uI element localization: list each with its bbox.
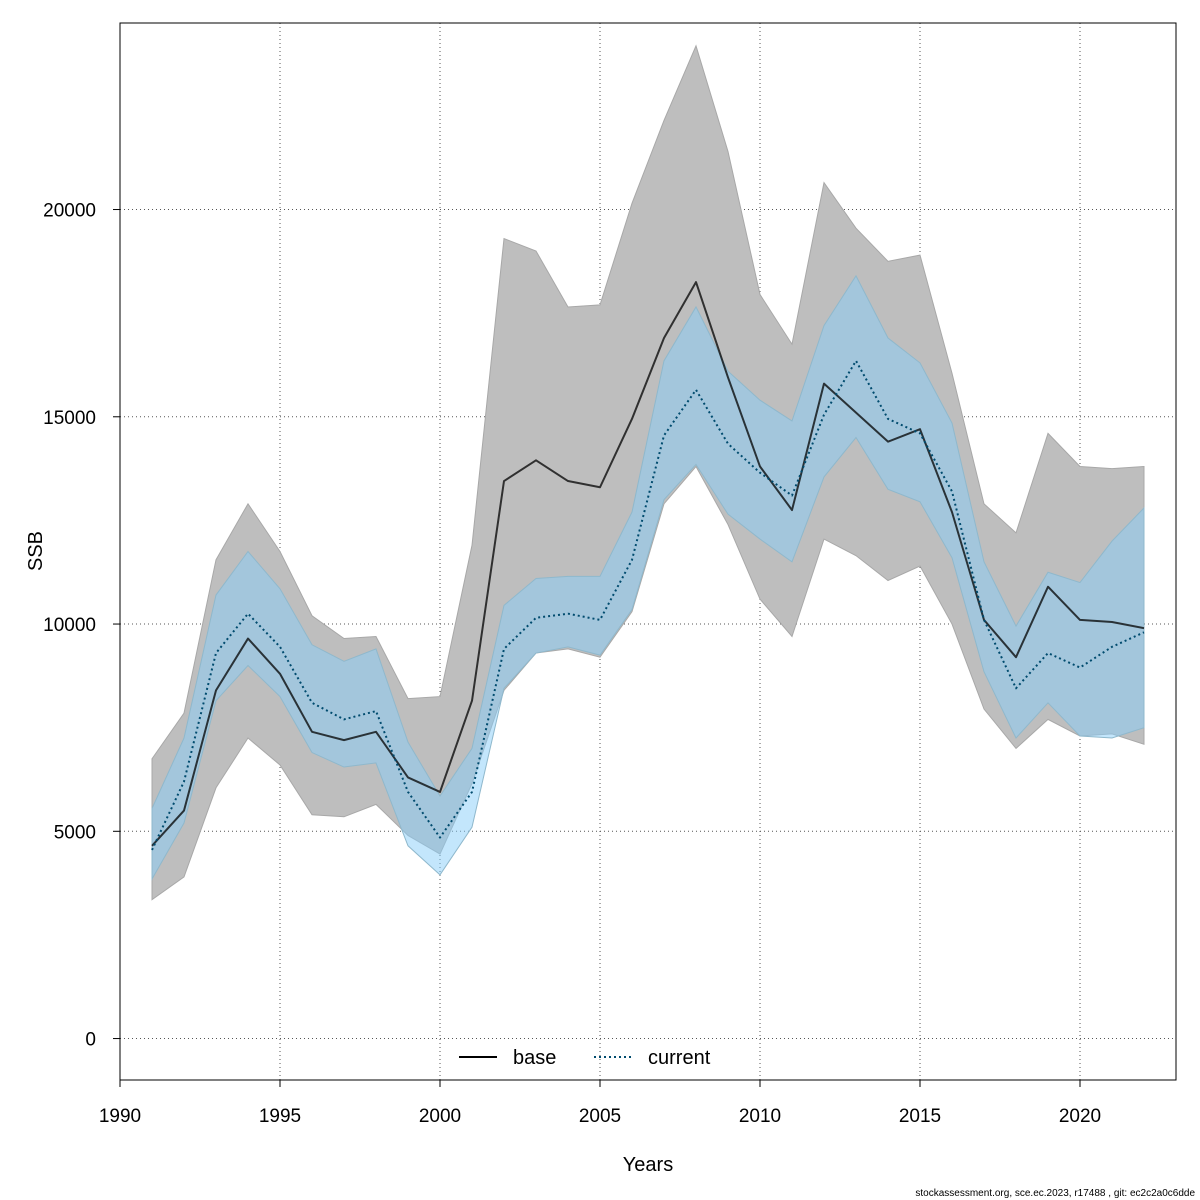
y-tick-label-10000: 10000 (43, 615, 96, 636)
y-tick-label-20000: 20000 (43, 201, 96, 222)
legend-label-base: base (513, 1047, 556, 1069)
y-axis: 0 5000 10000 15000 20000 (43, 201, 121, 1051)
legend: base current (459, 1047, 711, 1069)
x-tick-label-2020: 2020 (1059, 1106, 1101, 1127)
line-current (151, 359, 1145, 851)
x-axis: 1990 1995 2000 2005 2010 2015 2020 (99, 1079, 1101, 1127)
y-axis-title: SSB (25, 531, 47, 571)
legend-label-current: current (648, 1047, 711, 1069)
confidence-bands (151, 44, 1145, 901)
x-tick-label-1990: 1990 (99, 1106, 141, 1127)
x-tick-label-1995: 1995 (259, 1106, 301, 1127)
y-tick-label-5000: 5000 (54, 822, 96, 843)
x-tick-label-2010: 2010 (739, 1106, 781, 1127)
band-current (151, 274, 1145, 881)
x-tick-label-2015: 2015 (899, 1106, 941, 1127)
y-tick-label-0: 0 (85, 1030, 96, 1051)
footer-text: stockassessment.org, sce.ec.2023, r17488… (915, 1188, 1195, 1199)
series-lines (151, 281, 1145, 851)
x-tick-label-2005: 2005 (579, 1106, 621, 1127)
plot-frame (119, 22, 1177, 1081)
x-tick-label-2000: 2000 (419, 1106, 461, 1127)
x-axis-title: Years (623, 1154, 673, 1176)
y-tick-label-15000: 15000 (43, 408, 96, 429)
